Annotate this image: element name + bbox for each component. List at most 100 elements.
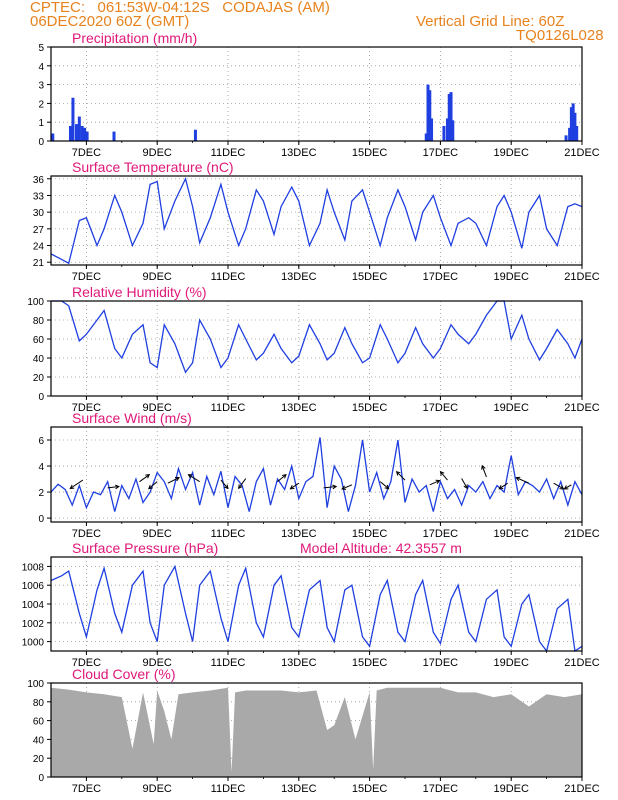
precip-bar [424,133,428,141]
wind-arrow-head [332,484,338,490]
series-line [50,176,583,265]
x-tick-label: 13DEC [281,783,317,795]
precip-bar [447,94,451,141]
wind-arrow-head [145,474,151,479]
precip-bar [85,131,89,141]
x-tick-label: 11DEC [211,528,246,540]
wind-arrow [564,484,572,490]
precip-bar [569,107,573,141]
precip-bar [77,116,81,141]
x-tick-label: 19DEC [493,528,529,540]
x-tick-label: 15DEC [352,271,388,283]
wind-arrow [461,478,468,489]
y-tick-label: 0 [38,137,44,148]
x-tick-label: 21DEC [564,528,600,540]
wind-arrow [238,478,247,489]
wind-arrow [69,479,84,489]
precip-bar [573,112,577,141]
y-tick-label: 5 [38,43,44,54]
x-tick-label: 17DEC [423,147,459,159]
x-tick-label: 7DEC [72,271,101,283]
wind-arrow [429,480,440,486]
y-tick-label: 80 [33,698,45,709]
y-tick-label: 60 [33,717,45,728]
panel-frame [50,556,583,652]
model-altitude-label: Model Altitude: 42.3557 m [300,540,462,556]
wind-arrow [481,465,487,478]
x-tick-label: 9DEC [143,402,172,414]
y-tick-label: 60 [33,335,45,346]
wind-arrow [167,477,180,484]
wind-arrow [341,484,353,490]
wind-arrow-head [187,474,193,479]
x-tick-label: 13DEC [281,271,317,283]
x-tick-label: 19DEC [493,271,529,283]
panel-title: Surface Wind (m/s) [72,410,192,426]
x-tick-label: 19DEC [493,783,529,795]
wind-arrow [220,479,229,489]
x-tick-label: 21DEC [564,402,600,414]
x-tick-label: 11DEC [211,657,246,669]
wind-arrow [107,486,119,489]
wind-arrow [379,481,389,490]
y-tick-label: 2 [38,488,44,499]
y-tick-label: 1000 [22,638,45,649]
x-tick-label: 19DEC [493,402,529,414]
y-tick-label: 33 [33,191,45,202]
panel-title: Surface Temperature (nC) [72,159,234,175]
y-tick-label: 40 [33,735,45,746]
wind-arrow-head [384,484,390,490]
x-tick-label: 13DEC [281,657,317,669]
series-line [50,437,583,512]
y-tick-label: 40 [33,354,45,365]
precip-bar [442,125,446,141]
x-tick-label: 9DEC [143,271,172,283]
x-tick-label: 11DEC [211,271,246,283]
wind-arrow-head [515,476,521,482]
series-line [50,564,583,653]
x-tick-label: 19DEC [493,147,529,159]
wind-arrow-head [114,484,120,490]
wind-arrow-head [481,464,486,470]
wind-arrow-head [238,484,243,490]
wind-arrow-head [439,470,445,476]
panel-title: Relative Humidity (%) [72,284,207,300]
x-tick-label: 17DEC [423,271,459,283]
wind-arrow [139,474,150,483]
wind-arrow [323,486,337,489]
x-tick-label: 9DEC [143,657,172,669]
x-tick-label: 9DEC [143,147,172,159]
precip-bar [68,125,72,141]
precip-bar [451,120,455,141]
y-tick-label: 100 [27,679,44,690]
y-tick-label: 27 [33,225,45,236]
y-tick-label: 1006 [22,581,45,592]
series-line [51,300,583,374]
x-tick-label: 7DEC [72,528,101,540]
wind-arrow-head [224,484,229,490]
x-tick-label: 9DEC [143,528,172,540]
y-tick-label: 0 [38,514,44,525]
panel-title: Surface Pressure (hPa) [72,540,218,556]
x-tick-label: 17DEC [423,657,459,669]
y-tick-label: 1008 [22,562,45,573]
precip-bar [430,118,434,141]
precip-bar [74,124,78,141]
precip-bar [568,127,572,141]
x-tick-label: 13DEC [281,528,317,540]
panel-frame [50,175,583,266]
x-tick-label: 7DEC [72,402,101,414]
x-tick-label: 21DEC [564,271,600,283]
y-tick-label: 24 [33,242,45,253]
y-tick-label: 1002 [22,619,45,630]
wind-arrow [277,474,287,483]
wind-arrow-head [463,484,468,490]
x-tick-label: 13DEC [281,402,317,414]
x-tick-label: 7DEC [72,657,101,669]
y-tick-label: 4 [38,462,44,473]
precip-bar [71,97,75,141]
precip-bar [83,127,87,141]
header-date-line: 06DEC2020 60Z (GMT) [30,13,190,30]
wind-arrow-head [341,485,347,490]
